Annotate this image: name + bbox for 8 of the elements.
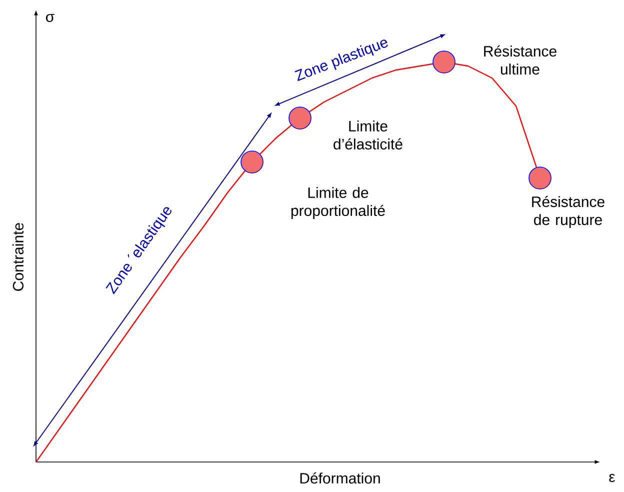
annotation: Limite d’élasticité [334, 120, 402, 150]
annotation: Limite de proportionalité [291, 187, 385, 219]
x-axis-title: Déformation [300, 472, 380, 484]
text: ε [609, 474, 616, 482]
y-axis-title: Contrainte [12, 223, 24, 291]
text: σ [46, 14, 54, 22]
annotation: Résistance ultime [484, 45, 556, 75]
annotation: Résistance de rupture [532, 196, 604, 228]
